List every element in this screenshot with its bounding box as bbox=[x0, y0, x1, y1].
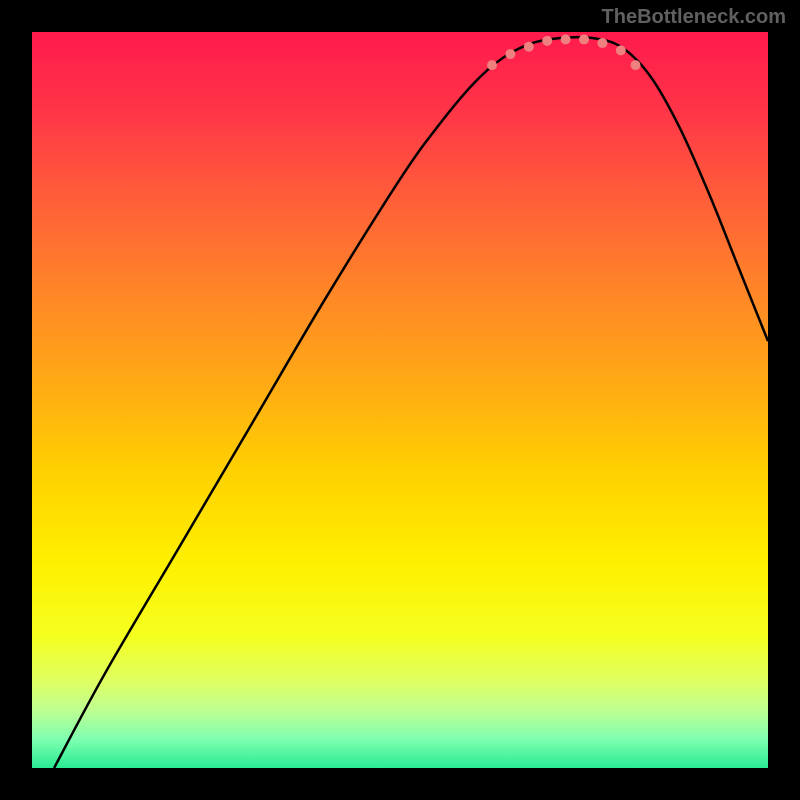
valley-marker bbox=[487, 60, 497, 70]
valley-marker bbox=[597, 38, 607, 48]
valley-marker bbox=[542, 36, 552, 46]
valley-marker bbox=[524, 42, 534, 52]
bottleneck-curve bbox=[54, 37, 768, 768]
valley-marker bbox=[616, 45, 626, 55]
valley-marker bbox=[579, 34, 589, 44]
valley-marker bbox=[631, 60, 641, 70]
valley-marker bbox=[561, 34, 571, 44]
valley-markers bbox=[487, 34, 641, 70]
plot-area bbox=[32, 32, 768, 768]
valley-marker bbox=[505, 49, 515, 59]
watermark-text: TheBottleneck.com bbox=[602, 6, 786, 29]
page-root: TheBottleneck.com bbox=[0, 0, 800, 800]
curve-layer bbox=[32, 32, 768, 768]
